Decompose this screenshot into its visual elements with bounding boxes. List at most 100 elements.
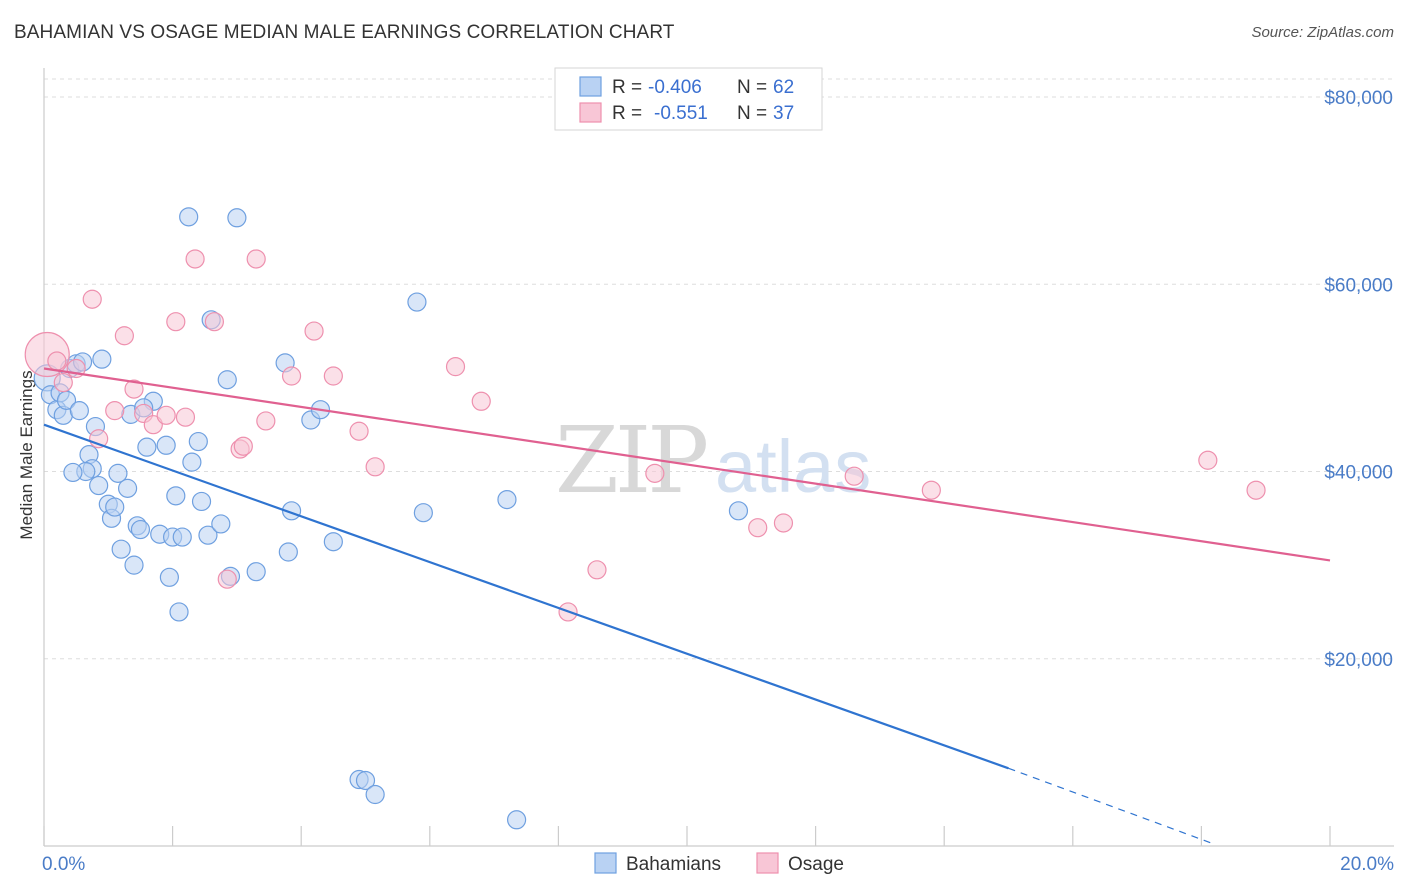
osage-point <box>256 411 276 431</box>
bahamians-point <box>156 435 176 455</box>
bahamians-point <box>89 475 109 496</box>
legend-swatch-osage <box>756 852 779 874</box>
stats-r-value-bahamians: -0.406 <box>648 77 702 98</box>
bahamians-point <box>179 207 199 227</box>
bahamians-point <box>105 497 125 517</box>
bahamians-point <box>278 542 298 562</box>
chart-source: Source: ZipAtlas.com <box>1251 24 1394 41</box>
legend-label-bahamians: Bahamians <box>626 854 721 875</box>
bahamians-point <box>111 539 131 559</box>
trend-line-bahamians <box>43 423 1009 770</box>
watermark: ZIP atlas <box>555 407 871 514</box>
bahamians-point <box>69 401 89 421</box>
osage-point <box>233 436 253 456</box>
bahamians-point <box>137 437 157 457</box>
stats-legend: R = -0.406 N = 62 R = -0.551 N = 37 <box>554 67 823 131</box>
bahamians-point <box>246 562 266 582</box>
bahamians-point <box>198 525 218 545</box>
bahamians-point <box>130 519 151 540</box>
legend-swatch-bahamians <box>594 852 617 874</box>
gridlines <box>44 78 1394 660</box>
bahamians-point <box>227 208 247 228</box>
bahamians-point <box>728 501 749 521</box>
series-bahamians-points <box>33 207 749 830</box>
osage-point <box>166 312 186 332</box>
osage-point <box>645 463 665 483</box>
osage-point <box>246 249 266 269</box>
bottom-legend: Bahamians Osage <box>594 852 844 875</box>
osage-point <box>143 415 163 435</box>
x-tick-label-min: 0.0% <box>42 854 85 875</box>
bahamians-point <box>169 602 189 622</box>
legend-label-osage: Osage <box>788 854 844 875</box>
osage-point <box>53 372 73 393</box>
bahamians-point <box>407 292 427 312</box>
y-tick-label-2: $60,000 <box>1324 275 1393 296</box>
osage-point <box>365 457 385 477</box>
osage-point <box>185 249 205 269</box>
bahamians-point <box>355 770 376 791</box>
stats-n-label-bahamians: N = <box>737 77 767 98</box>
bahamians-point <box>217 370 237 390</box>
stats-n-value-osage: 37 <box>773 103 794 124</box>
osage-point <box>204 312 224 332</box>
osage-point <box>105 401 125 421</box>
bahamians-point <box>182 452 202 472</box>
x-ticks <box>43 826 1331 846</box>
y-tick-labels: $20,000 $40,000 $60,000 $80,000 <box>1324 88 1393 671</box>
osage-point <box>748 518 768 538</box>
osage-point <box>1246 480 1266 500</box>
osage-point <box>445 357 466 377</box>
osage-point <box>471 391 491 411</box>
bahamians-point <box>497 489 517 510</box>
chart-title: BAHAMIAN VS OSAGE MEDIAN MALE EARNINGS C… <box>14 22 675 43</box>
stats-swatch-bahamians <box>579 76 602 97</box>
watermark-zip: ZIP <box>555 407 706 514</box>
osage-point <box>349 421 369 441</box>
bahamians-point <box>172 527 192 547</box>
osage-point <box>587 560 607 580</box>
bahamians-point <box>413 503 433 523</box>
bahamians-point <box>108 463 128 483</box>
bahamians-point <box>507 810 527 830</box>
bahamians-point <box>117 478 138 498</box>
osage-point <box>304 321 324 341</box>
axes <box>43 68 1394 847</box>
stats-r-label-bahamians: R = <box>612 77 642 98</box>
trend-lines <box>43 367 1331 845</box>
bahamians-point <box>191 491 212 512</box>
osage-point <box>323 366 343 386</box>
y-tick-label-0: $20,000 <box>1324 650 1393 671</box>
osage-point <box>82 289 102 309</box>
stats-r-value-osage: -0.551 <box>654 103 708 124</box>
osage-point <box>844 466 864 486</box>
y-tick-label-3: $80,000 <box>1324 88 1393 109</box>
osage-point <box>921 480 941 500</box>
y-tick-label-1: $40,000 <box>1324 463 1393 484</box>
osage-point <box>156 405 176 425</box>
watermark-atlas: atlas <box>715 425 871 508</box>
osage-point <box>175 407 196 427</box>
osage-point <box>47 351 67 371</box>
osage-point <box>1198 450 1218 470</box>
stats-swatch-osage <box>579 102 602 123</box>
osage-point <box>124 379 144 399</box>
stats-n-label-osage: N = <box>737 103 767 124</box>
trend-line-bahamians-extrapolated <box>1008 767 1215 845</box>
bahamians-point <box>365 784 385 805</box>
bahamians-point <box>159 567 179 587</box>
bahamians-point <box>92 349 112 369</box>
bahamians-point <box>63 462 83 483</box>
stats-r-label-osage: R = <box>612 103 642 124</box>
x-tick-label-max: 20.0% <box>1340 854 1394 875</box>
y-axis-label: Median Male Earnings <box>17 370 36 539</box>
osage-point <box>773 513 794 533</box>
osage-point <box>114 326 134 346</box>
stats-n-value-bahamians: 62 <box>773 77 794 98</box>
bahamians-point <box>211 514 231 534</box>
bahamians-point <box>188 431 208 452</box>
bahamians-point <box>166 486 186 506</box>
bahamians-point <box>323 532 343 552</box>
osage-point <box>281 366 302 386</box>
